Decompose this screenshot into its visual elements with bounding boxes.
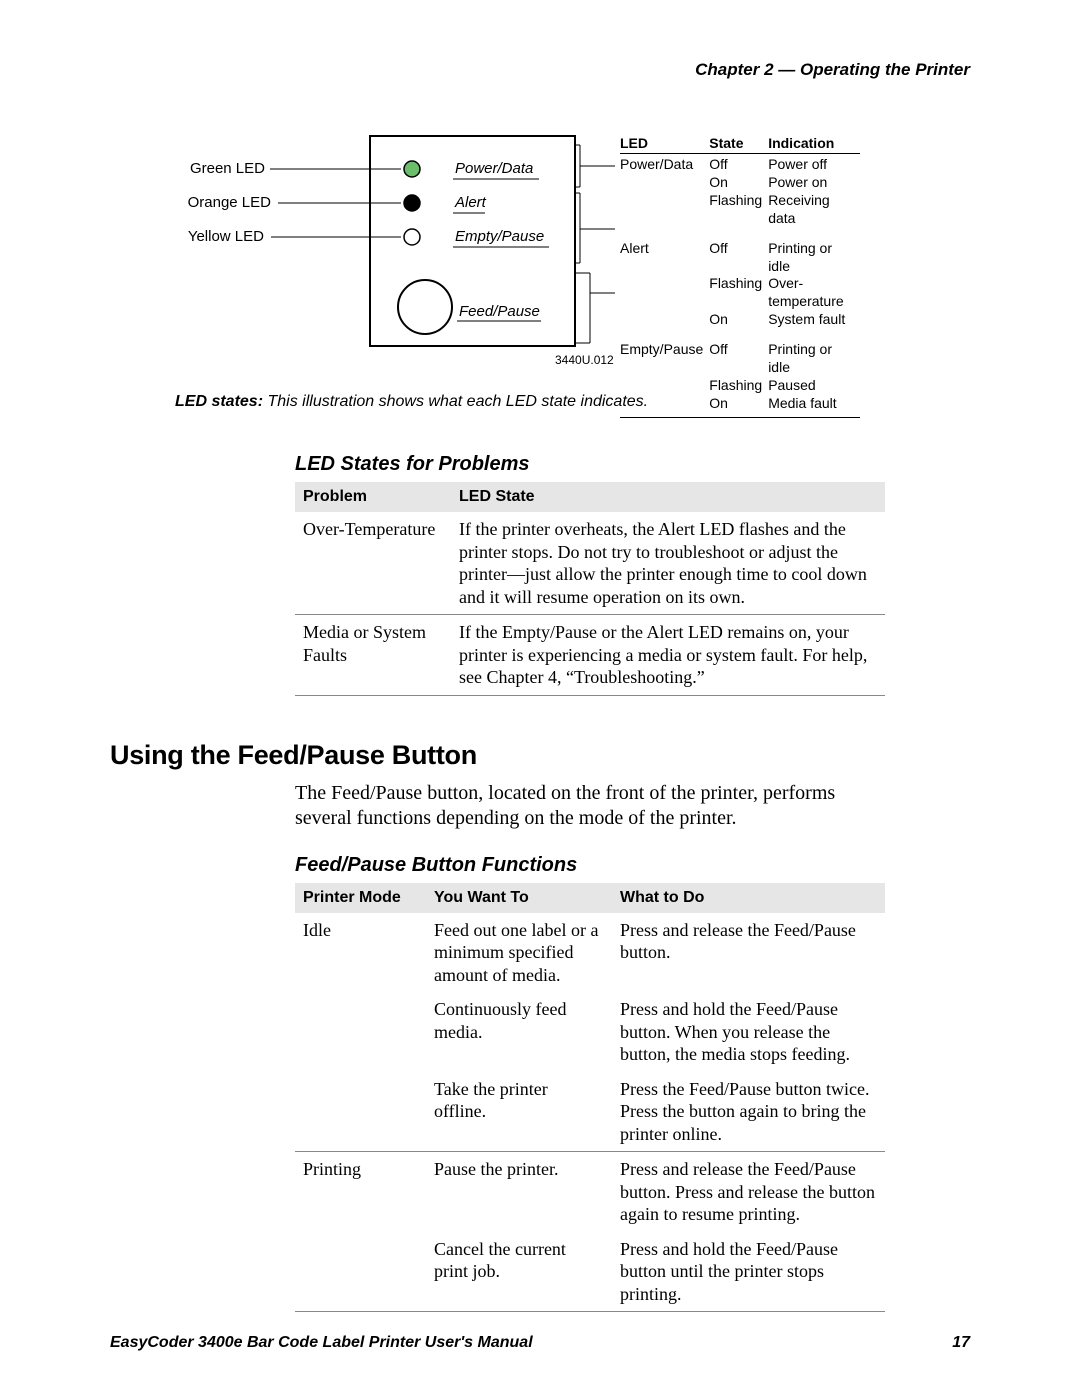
led-th-state: State — [709, 135, 768, 154]
led-cell — [620, 275, 709, 311]
figure-reference: 3440U.012 — [555, 353, 614, 367]
functions-cell: Cancel the current print job. — [426, 1232, 612, 1312]
body-paragraph: The Feed/Pause button, located on the fr… — [295, 781, 865, 832]
page: Chapter 2 — Operating the Printer — [0, 0, 1080, 1397]
caption-lead: LED states: — [175, 393, 263, 410]
led-cell: Flashing — [709, 275, 768, 311]
problems-cell: If the printer overheats, the Alert LED … — [451, 512, 885, 615]
led-cell: Flashing — [709, 192, 768, 232]
functions-cell: Press and hold the Feed/Pause button. Wh… — [612, 992, 885, 1072]
panel-label-powerdata: Power/Data — [455, 160, 533, 177]
label-orange-led: Orange LED — [165, 194, 271, 211]
led-cell: Over-temperature — [768, 275, 860, 311]
problems-th-state: LED State — [451, 482, 885, 512]
functions-title: Feed/Pause Button Functions — [295, 854, 970, 877]
functions-cell: Take the printer offline. — [426, 1072, 612, 1152]
led-cell: On — [709, 395, 768, 417]
footer-manual-title: EasyCoder 3400e Bar Code Label Printer U… — [110, 1334, 533, 1352]
problems-cell: Media or System Faults — [295, 615, 451, 696]
led-cell: Off — [709, 333, 768, 377]
led-cell: Printing or idle — [768, 232, 860, 276]
led-cell: System fault — [768, 311, 860, 333]
led-diagram: Green LED Orange LED Yellow LED Power/Da… — [175, 135, 865, 375]
functions-cell: Printing — [295, 1152, 426, 1232]
label-yellow-led: Yellow LED — [165, 228, 264, 245]
functions-cell — [295, 992, 426, 1072]
footer-page-number: 17 — [952, 1334, 970, 1352]
led-cell: Printing or idle — [768, 333, 860, 377]
led-th-led: LED — [620, 135, 709, 154]
led-cell — [620, 377, 709, 395]
led-cell — [620, 174, 709, 192]
functions-cell: Press the Feed/Pause button twice. Press… — [612, 1072, 885, 1152]
led-cell: Power on — [768, 174, 860, 192]
led-cell: Flashing — [709, 377, 768, 395]
led-cell — [620, 395, 709, 417]
panel-label-emptypause: Empty/Pause — [455, 228, 544, 245]
led-cell: Power off — [768, 154, 860, 174]
led-cell: Empty/Pause — [620, 333, 709, 377]
label-green-led: Green LED — [165, 160, 265, 177]
functions-cell: Press and hold the Feed/Pause button unt… — [612, 1232, 885, 1312]
led-th-ind: Indication — [768, 135, 860, 154]
chapter-header: Chapter 2 — Operating the Printer — [110, 60, 970, 80]
problems-cell: Over-Temperature — [295, 512, 451, 615]
problems-th-problem: Problem — [295, 482, 451, 512]
led-cell: Alert — [620, 232, 709, 276]
functions-cell: Idle — [295, 913, 426, 993]
led-cell: Power/Data — [620, 154, 709, 174]
led-cell — [620, 192, 709, 232]
functions-cell — [295, 1072, 426, 1152]
functions-cell — [295, 1232, 426, 1312]
functions-cell: Press and release the Feed/Pause button.… — [612, 1152, 885, 1232]
panel-label-feedpause: Feed/Pause — [459, 303, 540, 320]
led-cell: Off — [709, 232, 768, 276]
functions-th-mode: Printer Mode — [295, 883, 426, 913]
caption-rest: This illustration shows what each LED st… — [263, 393, 648, 410]
led-cell: On — [709, 174, 768, 192]
led-cell: Paused — [768, 377, 860, 395]
led-state-table: LED State Indication Power/DataOffPower … — [620, 135, 860, 418]
problems-cell: If the Empty/Pause or the Alert LED rema… — [451, 615, 885, 696]
section-heading: Using the Feed/Pause Button — [110, 740, 970, 771]
functions-table: Printer Mode You Want To What to Do Idle… — [295, 883, 885, 1313]
led-cell: Receiving data — [768, 192, 860, 232]
functions-cell: Continuously feed media. — [426, 992, 612, 1072]
functions-cell: Feed out one label or a minimum specifie… — [426, 913, 612, 993]
functions-th-want: You Want To — [426, 883, 612, 913]
led-cell: On — [709, 311, 768, 333]
problems-table: Problem LED State Over-Temperature If th… — [295, 482, 885, 696]
led-cell — [620, 311, 709, 333]
problems-title: LED States for Problems — [295, 453, 970, 476]
functions-cell: Press and release the Feed/Pause button. — [612, 913, 885, 993]
functions-th-do: What to Do — [612, 883, 885, 913]
functions-cell: Pause the printer. — [426, 1152, 612, 1232]
led-cell: Media fault — [768, 395, 860, 417]
page-footer: EasyCoder 3400e Bar Code Label Printer U… — [110, 1334, 970, 1352]
led-cell: Off — [709, 154, 768, 174]
panel-label-alert: Alert — [455, 194, 486, 211]
